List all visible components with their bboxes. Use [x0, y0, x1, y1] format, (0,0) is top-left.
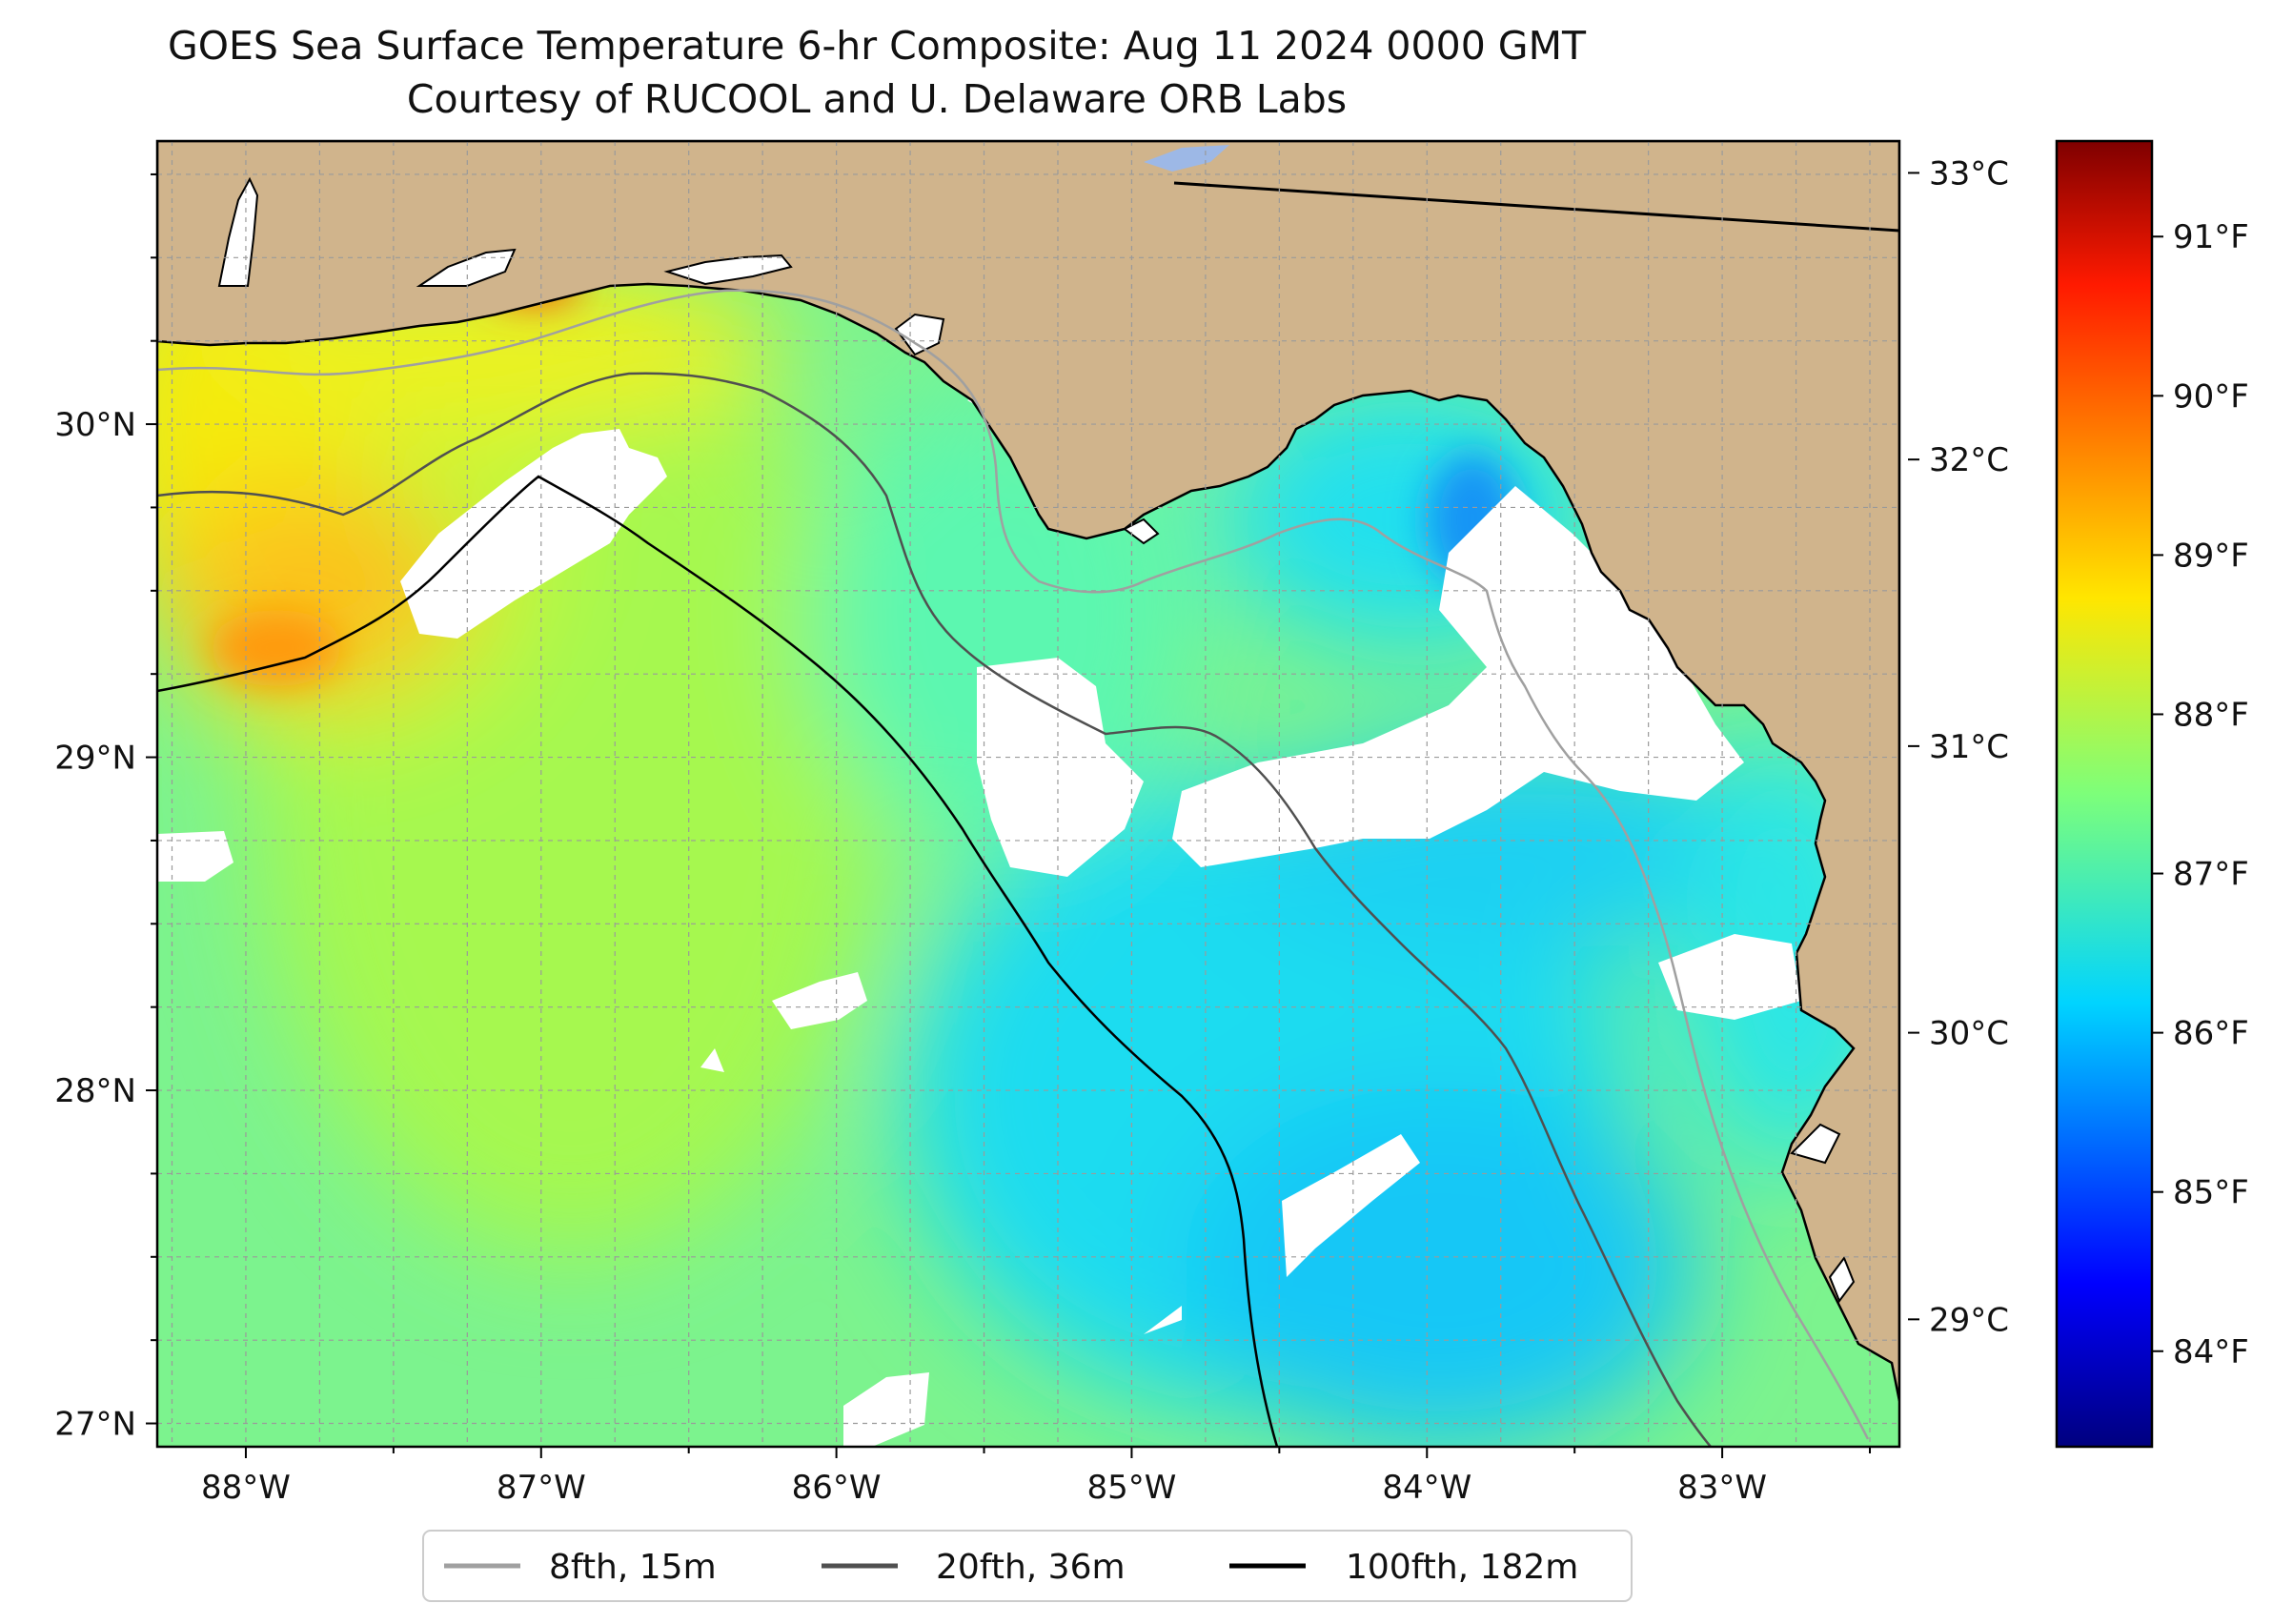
colorbar-fahrenheit-label: 90°F — [2173, 377, 2249, 416]
colorbar-fahrenheit-label: 85°F — [2173, 1174, 2249, 1212]
longitude-tick-label: 87°W — [497, 1469, 586, 1507]
longitude-tick-label: 84°W — [1382, 1469, 1471, 1507]
inland-lake — [1144, 145, 1229, 172]
colorbar-fahrenheit-label: 86°F — [2173, 1015, 2249, 1053]
isobaths — [157, 289, 1870, 1447]
longitude-tick-label: 85°W — [1086, 1469, 1176, 1507]
colorbar-gradient — [2057, 141, 2152, 1447]
map-frame — [155, 139, 1901, 1449]
colorbar-fahrenheit-axis: 91°F 90°F 89°F 88°F 87°F 86°F 85°F 84°F — [2152, 218, 2249, 1371]
colorbar-celsius-label: 32°C — [1929, 441, 2009, 479]
isobath-100fth — [157, 475, 1279, 1447]
colorbar-fahrenheit-label: 89°F — [2173, 537, 2249, 575]
colorbar-fahrenheit-label: 88°F — [2173, 696, 2249, 734]
colorbar-frame — [2055, 139, 2154, 1449]
latitude-tick-label: 28°N — [54, 1072, 136, 1110]
colorbar-celsius-axis: 33°C 32°C 31°C 30°C 29°C — [1908, 154, 2009, 1339]
legend-label-8fth: 8fth, 15m — [549, 1548, 717, 1587]
colorbar: 33°C 32°C 31°C 30°C 29°C 91°F 90°F 89°F 88°F 87°… — [1908, 139, 2249, 1449]
isobath-8fth — [157, 289, 1870, 1440]
colorbar-fahrenheit-label: 84°F — [2173, 1333, 2249, 1371]
latitude-tick-label: 27°N — [54, 1406, 136, 1444]
legend-box — [422, 1530, 1633, 1602]
longitude-tick-label: 83°W — [1677, 1469, 1767, 1507]
land — [157, 141, 1899, 1402]
colorbar-celsius-label: 33°C — [1929, 154, 2009, 193]
longitude-tick-label: 86°W — [792, 1469, 882, 1507]
colorbar-fahrenheit-label: 87°F — [2173, 856, 2249, 894]
colorbar-celsius-label: 31°C — [1929, 728, 2009, 766]
map-subtitle: Courtesy of RUCOOL and U. Delaware ORB L… — [406, 76, 1348, 122]
legend-label-20fth: 20fth, 36m — [936, 1548, 1126, 1587]
state-boundary — [1173, 181, 1899, 233]
graticule — [157, 141, 1899, 1447]
map-title: GOES Sea Surface Temperature 6-hr Compos… — [167, 23, 1587, 69]
colorbar-celsius-label: 29°C — [1929, 1301, 2009, 1339]
longitude-axis: 88°W 87°W 86°W 85°W 84°W 83°W — [201, 1447, 1872, 1507]
colorbar-celsius-label: 30°C — [1929, 1015, 2009, 1053]
latitude-tick-label: 29°N — [54, 740, 136, 778]
map-area — [157, 141, 1899, 1447]
legend-label-100fth: 100fth, 182m — [1346, 1548, 1578, 1587]
colorbar-fahrenheit-label: 91°F — [2173, 218, 2249, 256]
latitude-tick-label: 30°N — [54, 406, 136, 444]
isobath-20fth — [157, 372, 1712, 1447]
latitude-axis: 30°N 29°N 28°N 27°N — [54, 173, 157, 1444]
legend: 8fth, 15m 20fth, 36m 100fth, 182m — [422, 1530, 1633, 1602]
longitude-tick-label: 88°W — [201, 1469, 291, 1507]
